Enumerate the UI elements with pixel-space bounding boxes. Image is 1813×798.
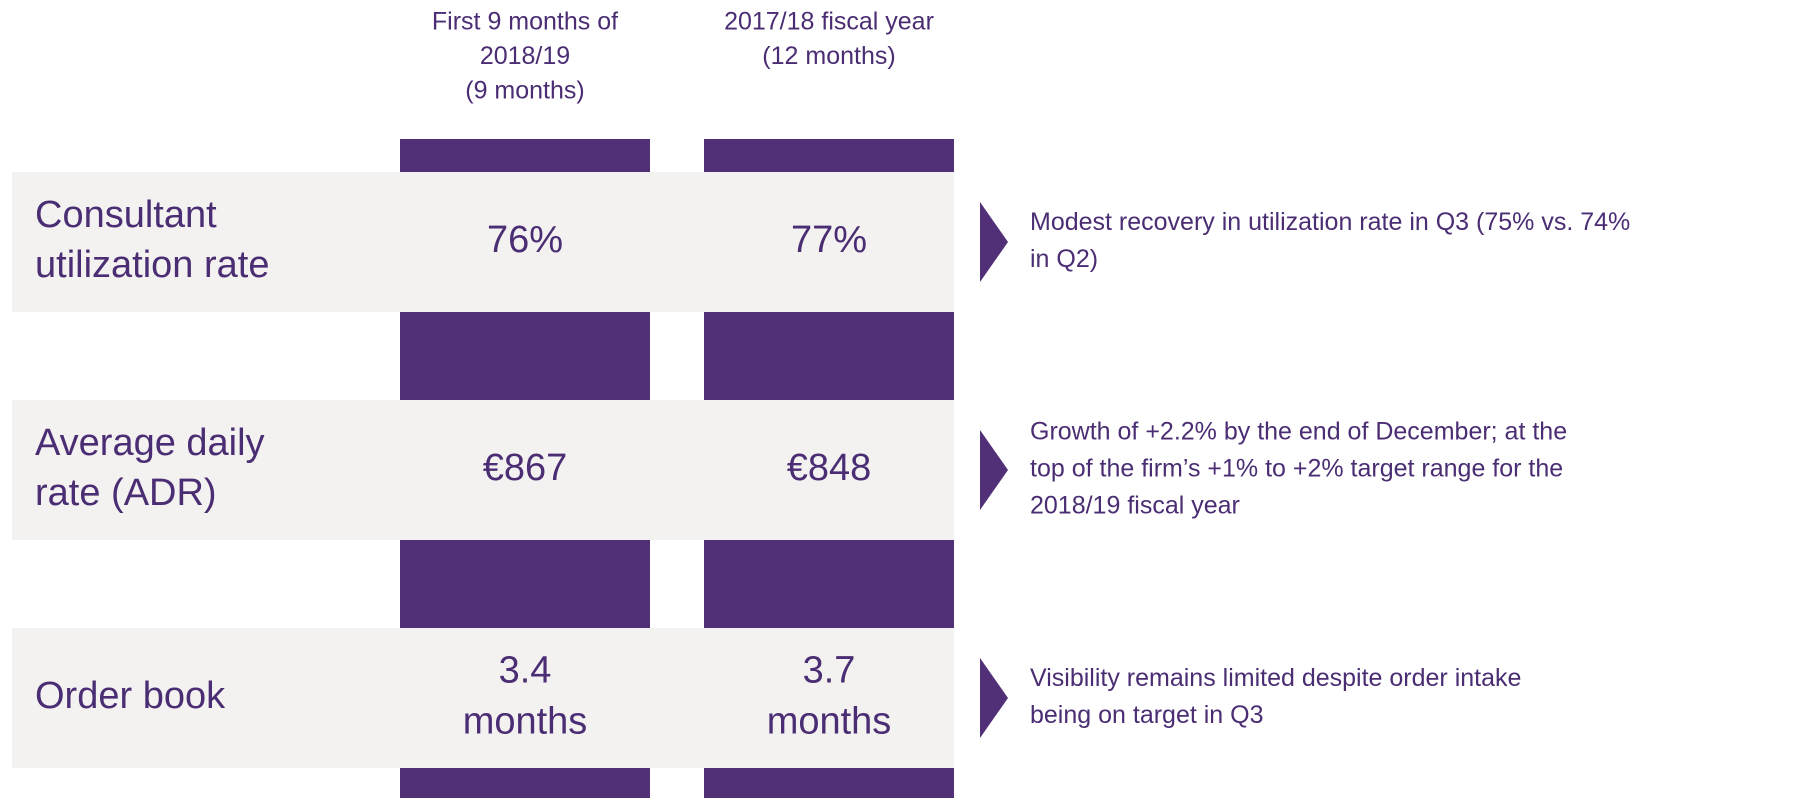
column-header: First 9 months of	[432, 8, 618, 36]
row-label: Order book	[35, 675, 226, 717]
comment: 2018/19 fiscal year	[1030, 492, 1240, 520]
comment: top of the firm’s +1% to +2% target rang…	[1030, 455, 1563, 483]
column-header: (9 months)	[465, 77, 584, 105]
row-label: Consultant	[35, 194, 217, 236]
arrow	[980, 202, 1008, 282]
cell-value: €848	[787, 447, 872, 489]
cell-value: 3.4	[499, 650, 552, 692]
comment: Growth of +2.2% by the end of December; …	[1030, 418, 1567, 446]
cell-value: 77%	[791, 219, 867, 261]
column-header: 2018/19	[480, 42, 570, 70]
row-label: rate (ADR)	[35, 472, 217, 514]
comment: being on target in Q3	[1030, 701, 1264, 729]
column-header: 2017/18 fiscal year	[724, 8, 934, 36]
cell-value: 76%	[487, 219, 563, 261]
comment: Modest recovery in utilization rate in Q…	[1030, 208, 1630, 236]
cell-value: 3.7	[803, 650, 856, 692]
cell-value: €867	[483, 447, 568, 489]
row-band	[12, 172, 954, 312]
cell-value: months	[463, 701, 588, 743]
row-label: utilization rate	[35, 244, 269, 286]
comment: in Q2)	[1030, 245, 1098, 273]
cell-value: months	[767, 701, 892, 743]
arrow	[980, 658, 1008, 738]
column-header: (12 months)	[762, 42, 895, 70]
comment: Visibility remains limited despite order…	[1030, 664, 1521, 692]
row-band	[12, 628, 954, 768]
row-label: Average daily	[35, 422, 265, 464]
arrow	[980, 430, 1008, 510]
row-band	[12, 400, 954, 540]
